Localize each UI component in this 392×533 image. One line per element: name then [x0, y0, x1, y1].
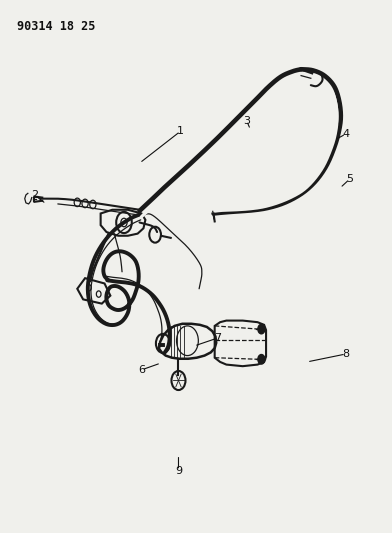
Text: 6: 6	[138, 365, 145, 375]
Text: 4: 4	[342, 129, 349, 139]
Text: 5: 5	[346, 174, 353, 184]
Text: 7: 7	[214, 333, 221, 343]
Circle shape	[258, 354, 265, 364]
Text: 1: 1	[177, 126, 184, 136]
Text: 9: 9	[175, 466, 182, 475]
Text: 3: 3	[243, 116, 250, 126]
Text: 8: 8	[342, 349, 349, 359]
Text: 90314 18 25: 90314 18 25	[17, 20, 95, 33]
Circle shape	[258, 324, 265, 334]
Text: 2: 2	[31, 190, 38, 200]
